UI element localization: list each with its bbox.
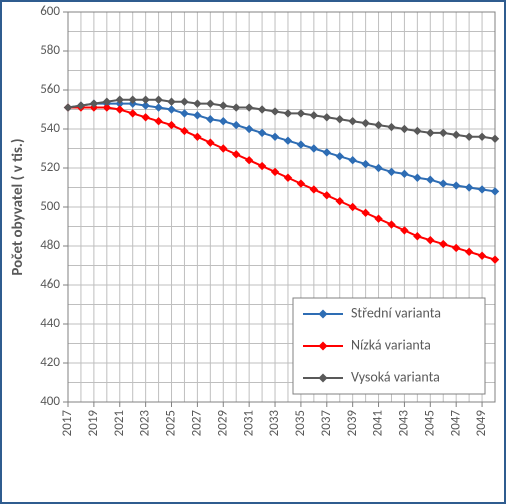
x-tick-label: 2047 <box>448 410 463 437</box>
y-tick-label: 420 <box>40 355 60 370</box>
x-tick-label: 2017 <box>60 410 75 437</box>
x-tick-label: 2021 <box>112 410 127 436</box>
y-tick-label: 480 <box>40 238 60 253</box>
y-tick-label: 520 <box>40 160 60 175</box>
y-tick-label: 560 <box>40 82 60 97</box>
x-tick-label: 2019 <box>86 410 101 437</box>
legend-label: Střední varianta <box>351 304 441 321</box>
x-tick-label: 2025 <box>164 410 179 436</box>
x-tick-label: 2039 <box>345 410 360 437</box>
x-tick-label: 2035 <box>293 410 308 436</box>
x-tick-label: 2045 <box>422 410 437 436</box>
x-tick-label: 2033 <box>267 410 282 437</box>
legend-label: Nízká varianta <box>351 336 431 353</box>
x-tick-label: 2031 <box>241 410 256 436</box>
y-tick-label: 400 <box>40 394 60 409</box>
x-tick-label: 2041 <box>371 410 386 436</box>
y-tick-label: 440 <box>40 316 60 331</box>
chart-container: 400 420 440 460 480 500 520 540 560 580 600 2017 201… <box>0 0 506 504</box>
y-tick-label: 580 <box>40 43 60 58</box>
x-tick-label: 2023 <box>138 410 153 437</box>
y-tick-label: 600 <box>40 4 60 19</box>
x-tick-label: 2043 <box>397 410 412 437</box>
x-tick-label: 2029 <box>215 410 230 437</box>
legend-label: Vysoká varianta <box>351 368 440 385</box>
legend: Střední varianta Nízká varianta Vysoká var… <box>293 298 485 394</box>
y-tick-label: 460 <box>40 277 60 292</box>
y-tick-label: 540 <box>40 121 60 136</box>
y-axis-label: Počet obyvatel ( v tis.) <box>9 138 27 275</box>
population-projection-chart: 400 420 440 460 480 500 520 540 560 580 600 2017 201… <box>0 0 506 504</box>
y-tick-label: 500 <box>40 199 60 214</box>
x-tick-label: 2049 <box>474 410 489 437</box>
x-tick-label: 2027 <box>190 410 205 437</box>
x-tick-label: 2037 <box>319 410 334 437</box>
